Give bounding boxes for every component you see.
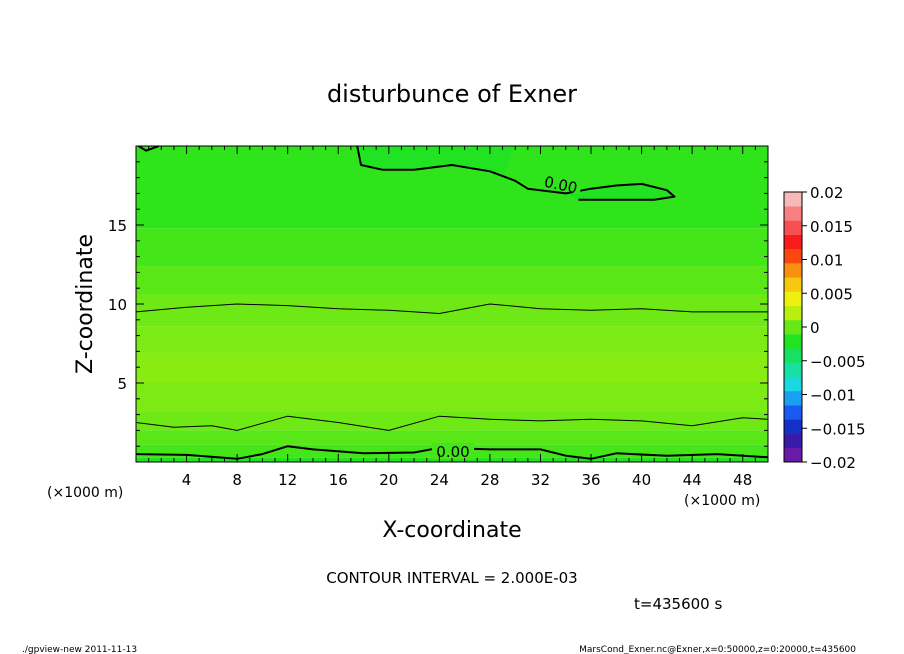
y-axis-title: Z-coordinate bbox=[73, 234, 98, 374]
colorbar-tick-label: 0 bbox=[810, 319, 820, 337]
field-band-2 bbox=[136, 430, 768, 445]
x-unit-label-right: (×1000 m) bbox=[684, 493, 760, 509]
colorbar-swatch bbox=[784, 419, 802, 434]
y-tick-label: 10 bbox=[108, 296, 127, 314]
colorbar-tick-label: 0.005 bbox=[810, 285, 853, 303]
colorbar-swatch bbox=[784, 234, 802, 250]
colorbar-swatch bbox=[784, 206, 802, 221]
contour-c2 bbox=[136, 303, 768, 314]
field-band-5 bbox=[136, 352, 768, 383]
x-tick-label: 44 bbox=[683, 471, 702, 489]
colorbar bbox=[784, 192, 802, 463]
colorbar-swatch bbox=[784, 263, 802, 278]
contour-c4 bbox=[137, 146, 160, 152]
colorbar-swatch bbox=[784, 433, 802, 449]
x-tick-label: 12 bbox=[278, 471, 297, 489]
colorbar-swatch bbox=[784, 305, 802, 321]
x-tick-label: 8 bbox=[232, 471, 242, 489]
colorbar-swatch bbox=[784, 348, 802, 363]
colorbar-swatch bbox=[784, 447, 802, 463]
colorbar-swatch bbox=[784, 362, 802, 378]
y-tick-label: 5 bbox=[117, 375, 127, 393]
time-label: t=435600 s bbox=[634, 595, 722, 613]
contour-c1 bbox=[136, 415, 768, 431]
colorbar-swatch bbox=[784, 390, 802, 406]
x-tick-label: 20 bbox=[379, 471, 398, 489]
field-band-9 bbox=[136, 228, 768, 267]
x-tick-label: 28 bbox=[480, 471, 499, 489]
colorbar-tick-label: 0.015 bbox=[810, 218, 853, 236]
x-axis-ticks: 4 8 12 16 20 24 28 32 36 40 44 48 bbox=[148, 146, 756, 489]
contour-interval-note: CONTOUR INTERVAL = 2.000E-03 bbox=[326, 569, 577, 587]
colorbar-ticks: 0.02 0.015 0.01 0.005 0 −0.005 −0.01 −0.015 −0.0… bbox=[802, 184, 866, 472]
x-tick-label: 32 bbox=[531, 471, 550, 489]
colorbar-swatch bbox=[784, 405, 802, 420]
contour-label-bg-upper bbox=[538, 167, 584, 195]
colorbar-swatch bbox=[784, 220, 802, 235]
contour-label-lower: 0.00 bbox=[436, 443, 469, 461]
field-band-4 bbox=[136, 383, 768, 412]
field-region-upper bbox=[357, 146, 675, 200]
footer-right: MarsCond_Exner.nc@Exner,x=0:50000,z=0:20… bbox=[579, 645, 856, 654]
x-tick-label: 36 bbox=[581, 471, 600, 489]
y-axis-ticks: 5 10 15 bbox=[108, 161, 768, 447]
colorbar-tick-label: −0.015 bbox=[810, 420, 866, 438]
x-tick-label: 16 bbox=[329, 471, 348, 489]
colorbar-tick-label: 0.02 bbox=[810, 184, 843, 202]
footer-left: ./gpview-new 2011-11-13 bbox=[22, 645, 137, 654]
colorbar-swatch bbox=[784, 319, 802, 335]
colorbar-tick-label: 0.01 bbox=[810, 252, 843, 270]
x-tick-label: 48 bbox=[733, 471, 752, 489]
contour-c3 bbox=[356, 146, 676, 201]
x-tick-label: 4 bbox=[182, 471, 192, 489]
x-axis-title: X-coordinate bbox=[382, 518, 521, 543]
colorbar-swatch bbox=[784, 248, 802, 264]
y-tick-label: 15 bbox=[108, 217, 127, 235]
colorbar-tick-label: −0.01 bbox=[810, 387, 856, 405]
chart-title: disturbunce of Exner bbox=[327, 80, 577, 108]
x-tick-label: 40 bbox=[632, 471, 651, 489]
colorbar-swatch bbox=[784, 291, 802, 306]
plot-area bbox=[136, 146, 768, 462]
field-band-8 bbox=[136, 266, 768, 295]
colorbar-tick-label: −0.02 bbox=[810, 454, 856, 472]
x-tick-label: 24 bbox=[430, 471, 449, 489]
colorbar-swatch bbox=[784, 277, 802, 292]
colorbar-tick-label: −0.005 bbox=[810, 353, 866, 371]
x-unit-label-left: (×1000 m) bbox=[47, 485, 123, 501]
field-band-3 bbox=[136, 411, 768, 431]
colorbar-swatch bbox=[784, 192, 802, 207]
colorbar-swatch bbox=[784, 334, 802, 349]
field-band-6 bbox=[136, 326, 768, 353]
contour-label-bg-lower bbox=[432, 443, 474, 459]
colorbar-swatch bbox=[784, 376, 802, 392]
